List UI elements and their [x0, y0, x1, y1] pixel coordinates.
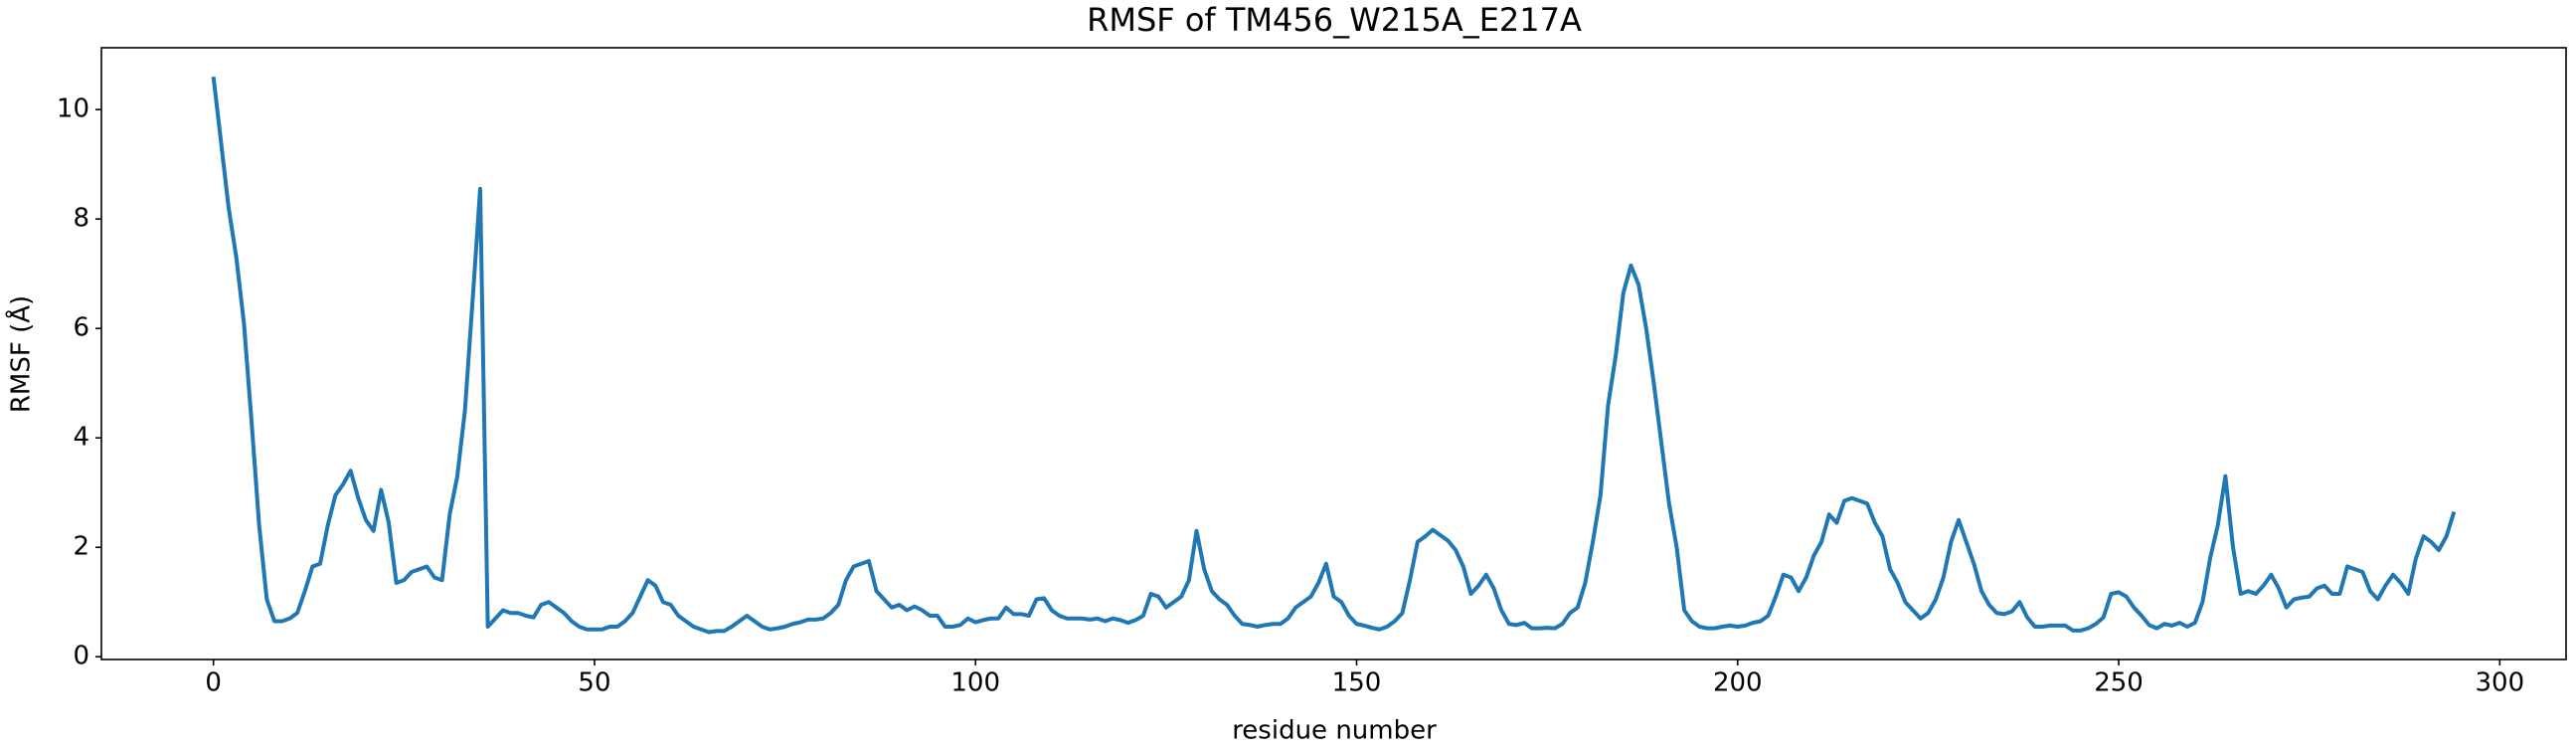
plot-frame: [100, 47, 2567, 660]
y-axis-label: RMSF (Å): [5, 295, 37, 413]
y-tick-label: 8: [73, 204, 89, 234]
x-tick-label: 250: [2094, 668, 2144, 698]
x-tick-label: 200: [1713, 668, 1763, 698]
data-line: [211, 76, 2457, 635]
x-tick-label: 0: [205, 668, 222, 698]
x-tick-label: 300: [2475, 668, 2524, 698]
x-tick-label: 50: [578, 668, 610, 698]
y-tick-label: 0: [73, 642, 89, 671]
y-tick-label: 4: [73, 423, 89, 453]
x-tick-label: 150: [1332, 668, 1382, 698]
chart-title: RMSF of TM456_W215A_E217A: [1087, 1, 1582, 39]
y-tick-label: 2: [73, 532, 89, 562]
y-tick-label: 10: [57, 94, 89, 124]
x-axis-label: residue number: [1232, 716, 1437, 746]
x-tick-label: 100: [950, 668, 1000, 698]
y-tick-label: 6: [73, 313, 89, 343]
